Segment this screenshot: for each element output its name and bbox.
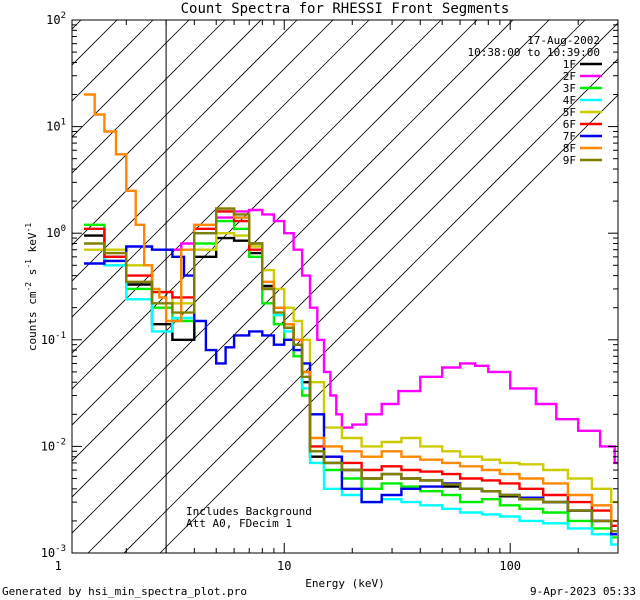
footer-timestamp: 9-Apr-2023 05:33	[530, 585, 636, 598]
legend-label-8F: 8F	[563, 142, 576, 155]
hatch-line	[72, 20, 514, 462]
x-tick-label: 10	[277, 559, 291, 573]
hatch-line	[72, 20, 478, 426]
hatch-line	[123, 58, 618, 553]
y-tick-label: 100	[46, 224, 66, 240]
x-tick-label: 100	[499, 559, 521, 573]
hatch-line	[0, 20, 45, 553]
hatch-line	[72, 20, 154, 102]
hatched-region	[0, 20, 618, 553]
legend-label-9F: 9F	[563, 154, 576, 167]
series-9F	[84, 207, 617, 533]
y-tick-label: 10-1	[41, 331, 66, 347]
y-tick-label: 10-2	[41, 437, 66, 453]
chart-title: Count Spectra for RHESSI Front Segments	[181, 1, 510, 17]
annotation-background: Includes Background	[186, 505, 312, 518]
hatch-line	[72, 20, 262, 210]
y-tick-label: 102	[46, 11, 66, 27]
hatch-line	[72, 20, 586, 534]
hatch-line	[72, 20, 118, 66]
x-tick-label: 1	[55, 559, 62, 573]
x-tick-labels: 1 10 100	[55, 559, 521, 573]
legend-label-6F: 6F	[563, 118, 576, 131]
hatch-line	[72, 20, 226, 174]
hatch-line	[72, 20, 550, 498]
annotation-attenuator: Att A0, FDecim 1	[186, 517, 292, 530]
series-2F	[166, 208, 618, 465]
y-tick-labels: 10-3 10-2 10-1 100 101 102	[41, 11, 66, 560]
legend-label-5F: 5F	[563, 106, 576, 119]
legend-label-4F: 4F	[563, 94, 576, 107]
hatch-line	[72, 20, 370, 318]
footer-generated-by: Generated by hsi_min_spectra_plot.pro	[2, 585, 247, 598]
hatch-line	[72, 20, 298, 246]
hatch-line	[72, 20, 442, 390]
time-range-label: 10:38:00 to 10:39:00	[468, 46, 600, 59]
hatch-line	[72, 20, 82, 30]
series-group	[84, 93, 618, 546]
legend-label-3F: 3F	[563, 82, 576, 95]
hatch-line	[72, 20, 406, 354]
hatch-line	[72, 20, 334, 282]
date-label: 17-Aug-2002	[527, 34, 600, 47]
x-axis-label: Energy (keV)	[305, 577, 384, 590]
legend-label-1F: 1F	[563, 58, 576, 71]
y-axis-label: counts cm-2 s-1 keV-1	[24, 223, 39, 351]
axis-ticks	[72, 19, 619, 554]
y-tick-label: 10-3	[41, 544, 66, 560]
legend-label-2F: 2F	[563, 70, 576, 83]
hatch-line	[72, 20, 190, 138]
hatch-line	[159, 94, 618, 553]
plot-frame	[71, 19, 619, 554]
y-tick-label: 101	[46, 118, 66, 134]
legend-label-7F: 7F	[563, 130, 576, 143]
hatch-line	[87, 22, 618, 553]
